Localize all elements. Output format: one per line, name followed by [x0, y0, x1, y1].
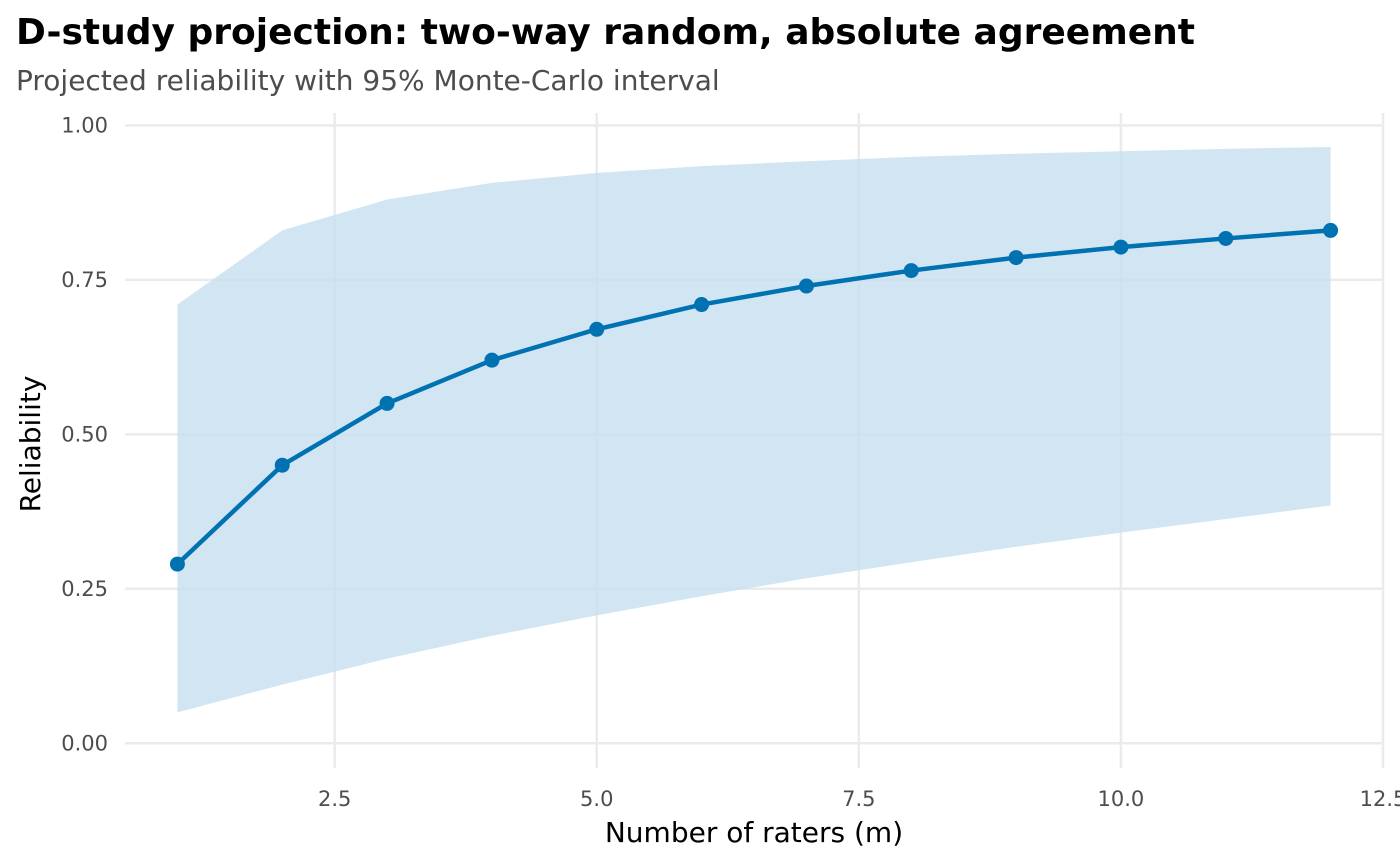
y-tick-label: 0.75: [61, 268, 108, 292]
confidence-band: [177, 146, 1331, 713]
data-point: [589, 321, 605, 337]
data-point: [169, 556, 185, 572]
chart-title: D-study projection: two-way random, abso…: [16, 12, 1195, 53]
y-tick-label: 0.25: [61, 577, 108, 601]
confidence-band-layer: [177, 146, 1331, 713]
data-point: [694, 297, 710, 313]
x-tick-label: 5.0: [580, 787, 613, 811]
x-tick-label: 7.5: [842, 787, 875, 811]
data-point: [379, 395, 395, 411]
chart-subtitle: Projected reliability with 95% Monte-Car…: [16, 64, 720, 97]
x-tick-label: 12.5: [1360, 787, 1400, 811]
data-point: [903, 263, 919, 279]
data-point: [484, 352, 500, 368]
data-point: [1113, 239, 1129, 255]
y-axis-title: Reliability: [14, 376, 47, 513]
y-tick-labels: 0.00 0.25 0.50 0.75 1.00: [61, 113, 108, 755]
data-point: [1218, 230, 1234, 246]
data-point: [1323, 222, 1339, 238]
data-points: [169, 222, 1339, 572]
data-point: [1008, 250, 1024, 266]
series-line-layer: [175, 228, 1331, 566]
x-tick-label: 2.5: [318, 787, 351, 811]
data-point: [798, 278, 814, 294]
y-tick-label: 0.00: [61, 731, 108, 755]
data-point: [274, 457, 290, 473]
y-tick-label: 0.50: [61, 422, 108, 446]
y-tick-label: 1.00: [61, 113, 108, 137]
x-tick-labels: 2.5 5.0 7.5 10.0 12.5: [318, 787, 1400, 811]
series-line: [175, 228, 1331, 566]
x-tick-label: 10.0: [1098, 787, 1145, 811]
x-axis-title: Number of raters (m): [605, 816, 903, 849]
